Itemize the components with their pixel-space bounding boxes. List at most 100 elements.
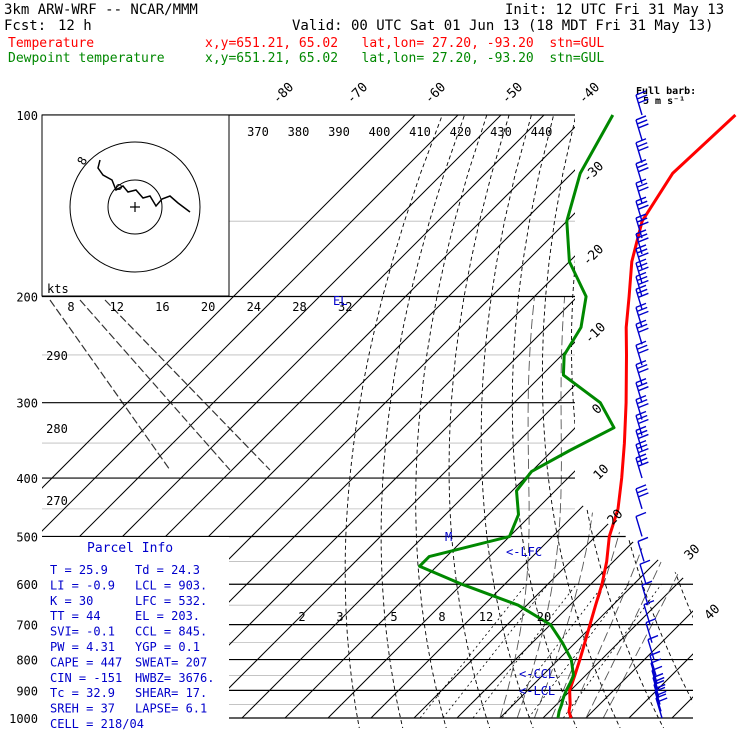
isotherm-50 (671, 115, 693, 719)
pressure-label-900: 900 (16, 684, 38, 698)
mixing-ratio-label-5: 5 (390, 610, 397, 624)
theta-label-410: 410 (409, 125, 431, 139)
isotherm-label--80: -80 (270, 80, 297, 107)
parcel-row-5-left: PW = 4.31 (50, 640, 115, 654)
isotherm--150 (42, 115, 416, 719)
parcel-row-2-left: K = 30 (50, 594, 93, 608)
isotherm--10 (413, 115, 693, 719)
dry-adiabat-360 (679, 115, 693, 728)
hodograph-storm-motion (116, 184, 122, 190)
annotation-M: M (445, 530, 452, 544)
hodograph-speed-28: 28 (292, 300, 306, 314)
parcel-row-0-left: T = 25.9 (50, 563, 108, 577)
annotation-LFC: <-LFC (506, 545, 542, 559)
isotherm--120 (42, 115, 545, 719)
theta-label-440: 440 (531, 125, 553, 139)
hodograph-speed-line-2 (104, 299, 271, 471)
wind-barb-700 (643, 599, 655, 625)
isotherm-label-30: 30 (682, 542, 704, 564)
wind-barb-120 (635, 138, 649, 163)
wind-barb-600 (639, 559, 651, 585)
pressure-label-300: 300 (16, 397, 38, 411)
hodograph-speed-20: 20 (201, 300, 215, 314)
hodograph-speed-24: 24 (247, 300, 261, 314)
dry-adiabat-290 (480, 115, 535, 728)
mixing-ratio-label-8: 8 (438, 610, 445, 624)
isotherm-label--30: -30 (580, 159, 607, 186)
hodograph-speed-32: 32 (338, 300, 352, 314)
mixing-ratio-label-12: 12 (479, 610, 493, 624)
theta-label-280: 280 (46, 422, 68, 436)
wind-barb-800 (647, 634, 659, 660)
wind-barb-240 (635, 319, 649, 345)
wind-barb-340 (635, 410, 649, 436)
pressure-label-800: 800 (16, 654, 38, 668)
parcel-row-10-left: CELL = 218/04 (50, 717, 144, 731)
mixing-ratio-label-2: 2 (298, 610, 305, 624)
parcel-row-1-left: LI = -0.9 (50, 578, 115, 592)
wind-barb-190 (635, 258, 649, 284)
pressure-label-100: 100 (16, 109, 38, 123)
mixing-ratio-2 (419, 583, 527, 719)
hodograph-origin (130, 202, 140, 212)
parcel-row-5-right: YGP = 0.1 (135, 640, 200, 654)
parcel-row-8-left: Tc = 32.9 (50, 686, 115, 700)
annotation-EL: EL (333, 294, 347, 308)
isotherm-label--40: -40 (576, 80, 603, 107)
wind-barb-650 (641, 580, 653, 606)
temperature-location: x,y=651.21, 65.02 lat,lon= 27.20, -93.20… (205, 36, 605, 51)
wind-barb-110 (635, 115, 649, 141)
model-title: 3km ARW-WRF -- NCAR/MMM (4, 2, 198, 18)
theta-label-380: 380 (288, 125, 310, 139)
annotation-LCL: <-LCL (519, 684, 555, 698)
isotherm--50 (241, 115, 693, 719)
dry-adiabat-350 (653, 115, 693, 728)
isotherm--30 (327, 115, 693, 719)
legend-temperature: Temperature (8, 36, 95, 51)
pressure-label-1000: 1000 (9, 712, 38, 726)
wind-barb-500 (635, 511, 647, 537)
wind-barb-850 (649, 650, 661, 676)
parcel-row-4-left: SVI= -0.1 (50, 625, 115, 639)
isotherm--60 (198, 115, 693, 719)
pressure-label-600: 600 (16, 578, 38, 592)
isotherm--140 (42, 115, 459, 719)
parcel-row-3-right: EL = 203. (135, 609, 200, 623)
hodograph-speed-16: 16 (155, 300, 169, 314)
isotherm-10 (499, 115, 693, 719)
dewpoint-location: x,y=651.21, 65.02 lat,lon= 27.20, -93.20… (205, 51, 605, 66)
wind-barb-450 (635, 484, 649, 510)
isotherm-label--20: -20 (580, 242, 607, 269)
hodograph: 8 (41, 114, 230, 297)
wind-barb-180 (635, 244, 649, 270)
isotherm-30 (585, 115, 693, 719)
pressure-label-200: 200 (16, 291, 38, 305)
hodograph-ring-outer (69, 141, 201, 273)
parcel-row-0-right: Td = 24.3 (135, 563, 200, 577)
theta-label-390: 390 (328, 125, 350, 139)
isotherm-label--50: -50 (499, 80, 526, 107)
theta-label-290: 290 (46, 349, 68, 363)
dry-adiabat-370 (705, 115, 740, 731)
pressure-label-400: 400 (16, 472, 38, 486)
full-barb-label: Full barb: (636, 86, 697, 97)
pressure-label-500: 500 (16, 530, 38, 544)
theta-label-400: 400 (369, 125, 391, 139)
hodograph-speed-line-0 (49, 299, 171, 471)
annotation-CCL: <-CCL (519, 667, 555, 681)
forecast-label: Fcst: (4, 18, 47, 34)
parcel-row-3-left: TT = 44 (50, 609, 101, 623)
isotherm-label--70: -70 (344, 80, 371, 107)
dry-adiabat-320 (571, 115, 666, 728)
legend-dewpoint: Dewpoint temperature (8, 51, 165, 66)
wind-barb-200 (635, 271, 649, 297)
wind-barb-100 (635, 90, 649, 116)
wind-barb-380 (635, 439, 649, 465)
pressure-label-700: 700 (16, 619, 38, 633)
parcel-row-9-right: LAPSE= 6.1 (135, 702, 207, 716)
full-barb-unit: 5 m s⁻¹ (643, 96, 686, 107)
theta-label-420: 420 (450, 125, 472, 139)
dry-adiabat-270 (415, 115, 488, 728)
dewpoint-profile (418, 114, 616, 719)
